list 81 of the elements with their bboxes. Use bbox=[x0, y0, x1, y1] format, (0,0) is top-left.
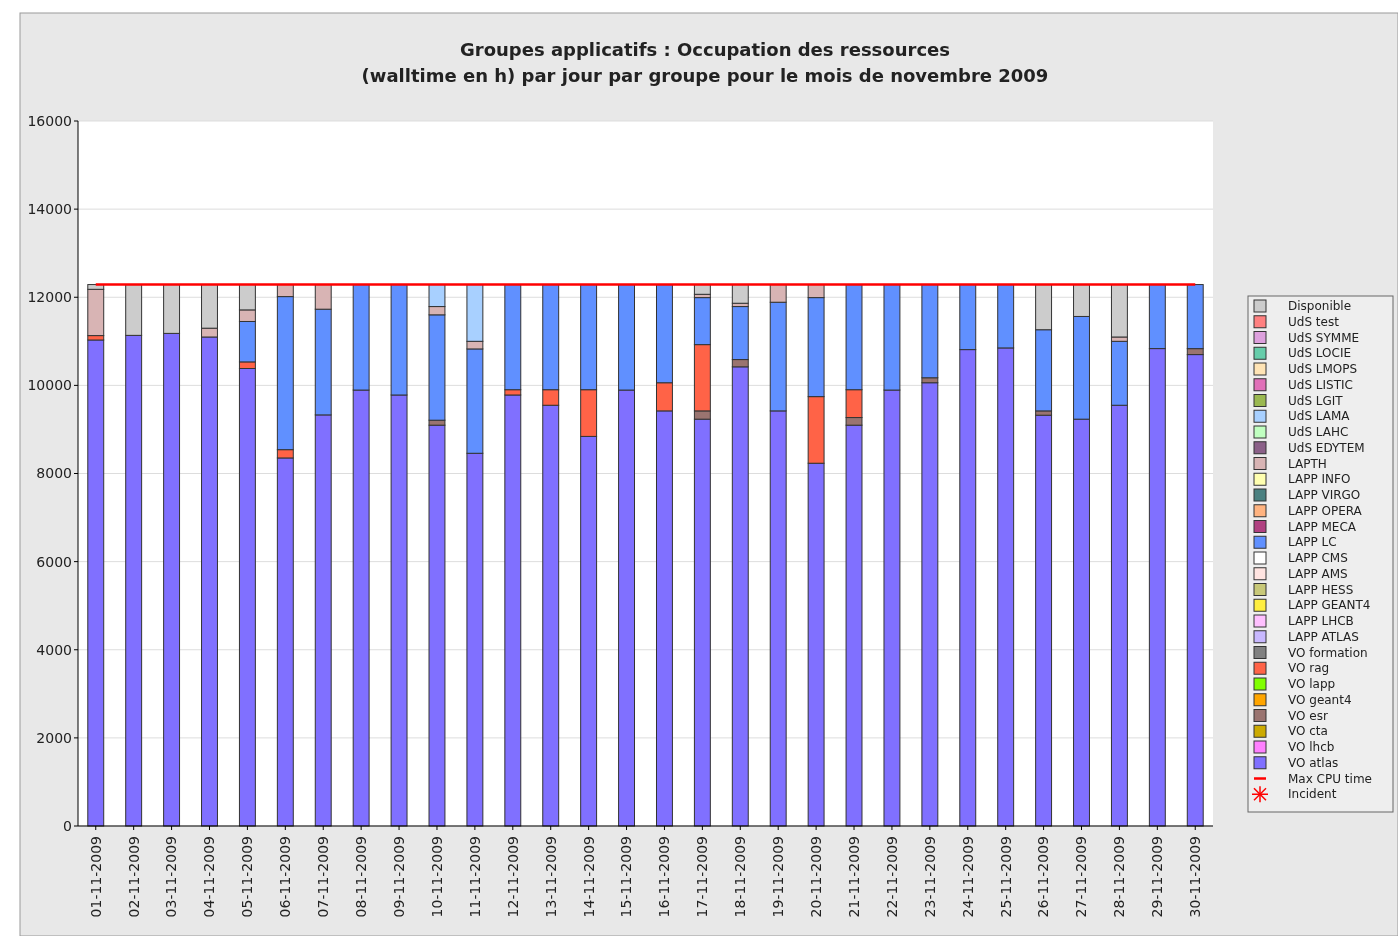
legend-label: UdS SYMME bbox=[1288, 330, 1360, 345]
y-tick-label: 2000 bbox=[36, 729, 72, 746]
legend-label: UdS LOCIE bbox=[1288, 346, 1352, 361]
bar bbox=[921, 382, 939, 827]
legend-label: VO lhcb bbox=[1288, 740, 1335, 755]
x-tick-label: 29-11-2009 bbox=[1149, 836, 1166, 918]
y-tick-label: 10000 bbox=[27, 377, 72, 394]
x-tick-label: 16-11-2009 bbox=[656, 836, 673, 918]
legend-label: LAPP VIRGO bbox=[1288, 488, 1361, 503]
legend-label: LAPP LHCB bbox=[1288, 614, 1354, 629]
legend-label: LAPTH bbox=[1288, 456, 1327, 471]
x-tick-label: 01-11-2009 bbox=[87, 836, 104, 918]
bar bbox=[731, 284, 749, 304]
bar bbox=[1110, 284, 1128, 338]
legend-label: LAPP OPERA bbox=[1288, 503, 1363, 518]
legend-label: UdS LAMA bbox=[1288, 409, 1351, 424]
legend-label: LAPP LC bbox=[1288, 535, 1337, 550]
legend-label: Max CPU time bbox=[1288, 771, 1372, 786]
legend-label: UdS LAHC bbox=[1288, 425, 1349, 440]
x-tick-label: 23-11-2009 bbox=[921, 836, 938, 918]
y-tick-label: 16000 bbox=[27, 112, 72, 129]
x-tick-label: 14-11-2009 bbox=[580, 836, 597, 918]
legend-label: VO cta bbox=[1288, 724, 1328, 739]
y-tick-label: 4000 bbox=[36, 641, 72, 658]
x-tick-label: 24-11-2009 bbox=[959, 836, 976, 918]
bar bbox=[921, 284, 939, 379]
x-tick-label: 10-11-2009 bbox=[428, 836, 445, 918]
legend-label: VO formation bbox=[1288, 645, 1368, 660]
legend-label: VO geant4 bbox=[1288, 692, 1352, 707]
legend-label: VO rag bbox=[1288, 661, 1330, 676]
y-tick-label: 14000 bbox=[27, 201, 72, 218]
x-tick-label: 11-11-2009 bbox=[466, 836, 483, 918]
x-tick-label: 05-11-2009 bbox=[239, 836, 256, 918]
x-tick-label: 28-11-2009 bbox=[1111, 836, 1128, 918]
x-tick-label: 26-11-2009 bbox=[1035, 836, 1052, 918]
x-tick-label: 07-11-2009 bbox=[315, 836, 332, 918]
x-tick-label: 08-11-2009 bbox=[353, 836, 370, 918]
x-tick-label: 13-11-2009 bbox=[542, 836, 559, 918]
x-tick-label: 09-11-2009 bbox=[390, 836, 407, 918]
legend-label: LAPP ATLAS bbox=[1288, 629, 1359, 644]
legend-label: LAPP CMS bbox=[1288, 551, 1348, 566]
bar bbox=[87, 339, 105, 827]
legend-label: VO esr bbox=[1288, 708, 1328, 723]
bar bbox=[87, 288, 105, 337]
x-tick-label: 30-11-2009 bbox=[1187, 836, 1204, 918]
x-tick-label: 19-11-2009 bbox=[770, 836, 787, 918]
legend-label: VO lapp bbox=[1288, 677, 1336, 692]
legend-label: LAPP AMS bbox=[1288, 566, 1348, 581]
x-tick-label: 12-11-2009 bbox=[504, 836, 521, 918]
chart-title: Groupes applicatifs : Occupation des ressources (walltime en h) par jour par groupe pour le mois de novembre 2009 bbox=[361, 39, 1049, 86]
legend-label: LAPP INFO bbox=[1288, 472, 1351, 487]
x-tick-label: 25-11-2009 bbox=[997, 836, 1014, 918]
legend-label: VO atlas bbox=[1288, 755, 1339, 770]
x-tick-label: 04-11-2009 bbox=[201, 836, 218, 918]
x-tick-label: 17-11-2009 bbox=[694, 836, 711, 918]
x-tick-label: 18-11-2009 bbox=[732, 836, 749, 918]
legend-label: LAPP HESS bbox=[1288, 582, 1354, 597]
bar bbox=[428, 424, 446, 827]
legend-label: Disponible bbox=[1288, 299, 1352, 314]
x-tick-label: 15-11-2009 bbox=[618, 836, 635, 918]
legend-label: LAPP MECA bbox=[1288, 519, 1357, 534]
x-tick-label: 22-11-2009 bbox=[883, 836, 900, 918]
x-tick-label: 20-11-2009 bbox=[808, 836, 825, 918]
x-tick-label: 02-11-2009 bbox=[125, 836, 142, 918]
legend-label: LAPP GEANT4 bbox=[1288, 598, 1371, 613]
legend-label: UdS LMOPS bbox=[1288, 362, 1358, 377]
x-tick-label: 21-11-2009 bbox=[845, 836, 862, 918]
y-tick-label: 12000 bbox=[27, 289, 72, 306]
x-tick-label: 06-11-2009 bbox=[277, 836, 294, 918]
x-tick-label: 03-11-2009 bbox=[163, 836, 180, 918]
y-tick-label: 6000 bbox=[36, 553, 72, 570]
legend-label: UdS EDYTEM bbox=[1288, 440, 1365, 455]
legend-label: Incident bbox=[1288, 787, 1337, 802]
x-tick-label: 27-11-2009 bbox=[1073, 836, 1090, 918]
bar bbox=[504, 394, 522, 827]
legend-label: UdS LISTIC bbox=[1288, 377, 1353, 392]
legend-label: UdS test bbox=[1288, 314, 1340, 329]
y-tick-label: 0 bbox=[63, 817, 72, 834]
legend-label: UdS LGIT bbox=[1288, 393, 1344, 408]
y-tick-label: 8000 bbox=[36, 465, 72, 482]
bar bbox=[1035, 414, 1053, 827]
